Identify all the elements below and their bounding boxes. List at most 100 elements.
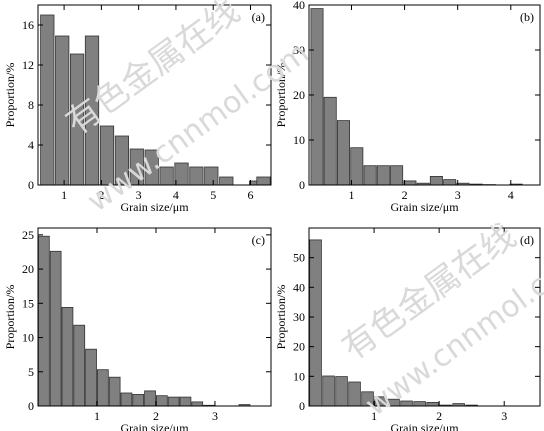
x-tick-label: 3 <box>501 409 507 423</box>
bar <box>49 250 62 407</box>
bar <box>108 376 121 407</box>
panel-label: (d) <box>520 233 534 247</box>
bar <box>85 348 97 407</box>
bar <box>144 149 159 186</box>
bar <box>443 179 457 186</box>
y-tick-label: 8 <box>28 98 34 112</box>
bar <box>144 390 156 407</box>
panel-label: (b) <box>520 10 534 24</box>
bar <box>426 401 439 407</box>
bar <box>390 165 404 186</box>
y-tick-label: 4 <box>28 138 34 152</box>
x-tick-label: 6 <box>247 188 253 202</box>
y-axis-label: Proportion/% <box>274 63 288 128</box>
bar <box>309 239 322 407</box>
bar <box>387 398 400 407</box>
y-tick-label: 10 <box>22 331 34 345</box>
x-tick-label: 4 <box>508 188 514 202</box>
y-tick-label: 20 <box>293 340 305 354</box>
bar <box>323 96 337 186</box>
bar <box>376 165 390 186</box>
y-tick-label: 10 <box>293 369 305 383</box>
x-axis-label: Grain size/μm <box>390 200 459 214</box>
y-tick-label: 16 <box>22 18 34 32</box>
bar <box>167 396 180 407</box>
bar <box>84 35 100 186</box>
bar <box>114 135 129 186</box>
y-tick-label: 0 <box>28 178 34 192</box>
bar <box>70 53 85 186</box>
panel-label: (a) <box>252 10 265 24</box>
bar <box>155 395 168 407</box>
bar <box>363 165 377 186</box>
y-tick-label: 5 <box>28 365 34 379</box>
x-tick-label: 2 <box>436 409 442 423</box>
y-tick-label: 12 <box>22 58 34 72</box>
bar <box>335 376 348 407</box>
bar <box>38 235 50 407</box>
x-tick-label: 2 <box>402 188 408 202</box>
bar <box>73 324 86 407</box>
x-tick-label: 3 <box>455 188 461 202</box>
x-axis-label: Grain size/μm <box>390 421 459 431</box>
x-tick-label: 1 <box>348 188 354 202</box>
y-tick-label: 20 <box>293 88 305 102</box>
bar <box>129 148 144 186</box>
bar <box>322 375 335 407</box>
x-tick-label: 5 <box>210 188 216 202</box>
y-axis-label: Proportion/% <box>274 285 288 350</box>
bar <box>348 381 361 407</box>
x-tick-label: 2 <box>98 188 104 202</box>
y-tick-label: 0 <box>299 399 305 413</box>
bar <box>361 391 374 407</box>
bar <box>204 166 219 186</box>
bar <box>191 401 204 407</box>
bar <box>179 396 192 407</box>
x-axis-label: Grain size/μm <box>120 421 189 431</box>
bar <box>310 8 324 186</box>
y-tick-label: 50 <box>293 251 305 265</box>
y-tick-label: 40 <box>293 0 305 12</box>
bar <box>400 400 413 407</box>
y-tick-label: 15 <box>22 296 34 310</box>
bar <box>55 35 70 186</box>
bar <box>189 166 204 186</box>
panel-c: 1 2 3 0 5 10 15 20 25 (c) Grain size/μm Proportion/… <box>3 227 272 431</box>
panel-label: (c) <box>252 233 265 247</box>
plot-frame <box>37 227 272 407</box>
bar <box>413 401 426 407</box>
y-tick-label: 40 <box>293 280 305 294</box>
bar <box>40 14 55 186</box>
y-tick-label: 30 <box>293 310 305 324</box>
x-tick-label: 3 <box>212 409 218 423</box>
bar <box>350 147 364 186</box>
bar <box>120 392 133 407</box>
x-tick-label: 1 <box>371 409 377 423</box>
y-axis-label: Proportion/% <box>3 285 17 350</box>
x-tick-label: 2 <box>153 409 159 423</box>
y-tick-label: 25 <box>22 228 34 242</box>
y-tick-label: 10 <box>293 133 305 147</box>
plot-frame <box>37 4 272 186</box>
y-tick-label: 20 <box>22 262 34 276</box>
y-tick-label: 0 <box>28 399 34 413</box>
bar <box>159 166 174 186</box>
y-axis-label: Proportion/% <box>3 63 17 128</box>
y-tick-label: 30 <box>293 43 305 57</box>
x-tick-label: 3 <box>136 188 142 202</box>
x-axis-label: Grain size/μm <box>120 200 189 214</box>
y-tick-label: 0 <box>299 178 305 192</box>
bar <box>132 393 145 407</box>
bar <box>374 396 387 407</box>
x-tick-label: 1 <box>94 409 100 423</box>
bar <box>403 180 417 186</box>
bar <box>97 369 109 407</box>
bar <box>174 162 189 186</box>
bar <box>99 125 115 186</box>
x-tick-label: 4 <box>173 188 179 202</box>
bar <box>336 120 350 186</box>
